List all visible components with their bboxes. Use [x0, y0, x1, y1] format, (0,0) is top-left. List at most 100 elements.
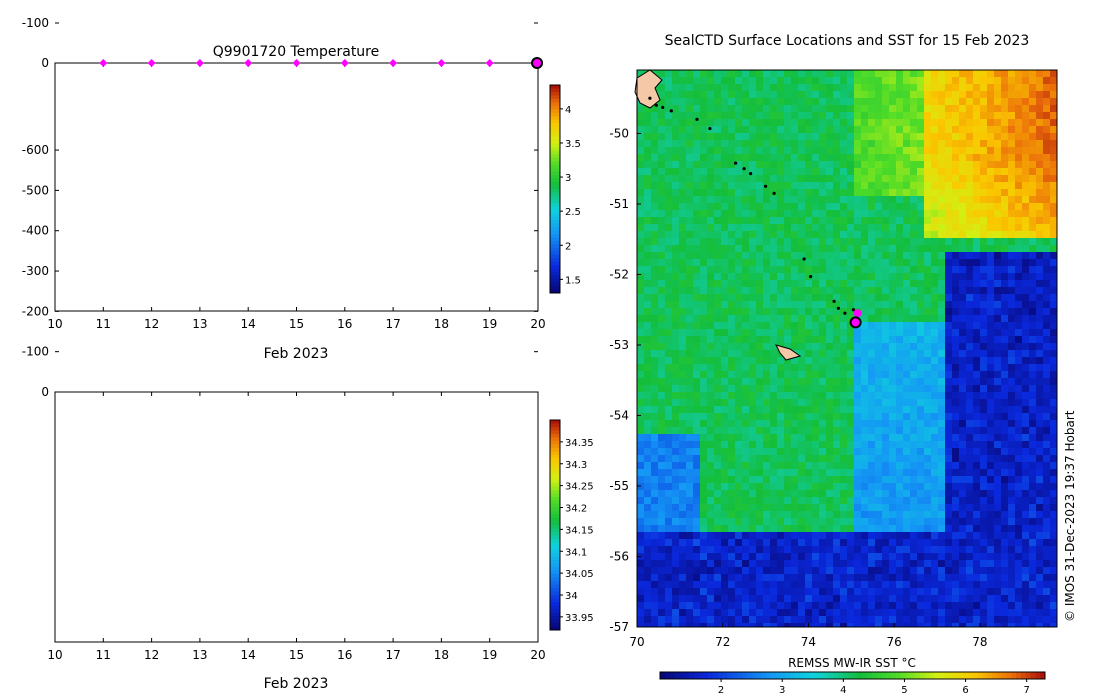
sst-cell — [987, 231, 994, 238]
sst-cell — [833, 427, 840, 434]
sst-cell — [721, 189, 728, 196]
sst-cell — [742, 329, 749, 336]
sst-cell — [805, 105, 812, 112]
colorbar-segment — [550, 598, 560, 603]
sst-cell — [903, 210, 910, 217]
sst-cell — [917, 245, 924, 252]
sst-cell — [658, 329, 665, 336]
sst-cell — [1008, 175, 1015, 182]
sst-cell — [735, 161, 742, 168]
sst-cell — [700, 98, 707, 105]
sst-cell — [707, 84, 714, 91]
sst-cell — [756, 126, 763, 133]
sst-cell — [805, 133, 812, 140]
sst-cell — [1008, 350, 1015, 357]
sst-cell — [903, 189, 910, 196]
sst-cell — [1050, 147, 1057, 154]
x-tick-label: 10 — [47, 317, 62, 331]
sst-cell — [679, 182, 686, 189]
sst-cell — [791, 84, 798, 91]
sst-cell — [651, 357, 658, 364]
sst-cell — [679, 336, 686, 343]
sst-cell — [1008, 273, 1015, 280]
sst-cell — [700, 350, 707, 357]
sst-cell — [882, 182, 889, 189]
sst-cell — [644, 399, 651, 406]
sst-cell — [742, 210, 749, 217]
sst-cell — [756, 287, 763, 294]
sst-cell — [819, 210, 826, 217]
sst-cell — [721, 427, 728, 434]
sst-cell — [875, 259, 882, 266]
sst-cell — [973, 266, 980, 273]
sst-cell — [1050, 385, 1057, 392]
sst-cell — [812, 406, 819, 413]
sst-cell — [1001, 266, 1008, 273]
sst-cell — [868, 259, 875, 266]
sst-cell — [742, 126, 749, 133]
sst-cell — [686, 413, 693, 420]
sst-cell — [672, 406, 679, 413]
sst-cell — [665, 231, 672, 238]
sst-cell — [896, 329, 903, 336]
colorbar-segment — [550, 479, 560, 484]
sst-cell — [987, 343, 994, 350]
sst-cell — [784, 217, 791, 224]
sst-cell — [875, 203, 882, 210]
sst-cell — [917, 420, 924, 427]
sst-cell — [903, 119, 910, 126]
colorbar-segment — [550, 563, 560, 568]
sst-cell — [700, 168, 707, 175]
sst-cell — [805, 406, 812, 413]
sst-cell — [693, 420, 700, 427]
sst-cell — [1029, 238, 1036, 245]
sst-cell — [966, 378, 973, 385]
sst-cell — [658, 175, 665, 182]
sst-cell — [798, 266, 805, 273]
sst-cell — [1029, 168, 1036, 175]
sst-cell — [763, 196, 770, 203]
sst-cell — [721, 273, 728, 280]
sst-cell — [819, 322, 826, 329]
sst-cell — [826, 350, 833, 357]
sst-cell — [749, 336, 756, 343]
sst-cell — [784, 322, 791, 329]
sst-cell — [910, 294, 917, 301]
sst-cell — [840, 196, 847, 203]
sst-cell — [735, 385, 742, 392]
sst-cell — [805, 112, 812, 119]
sst-cell — [637, 147, 644, 154]
sst-cell — [868, 301, 875, 308]
sst-cell — [805, 280, 812, 287]
sst-cell — [728, 315, 735, 322]
sst-cell — [679, 385, 686, 392]
sst-cell — [679, 91, 686, 98]
sst-cell — [1008, 329, 1015, 336]
sst-cell — [728, 98, 735, 105]
sst-cell — [805, 203, 812, 210]
sst-cell — [994, 259, 1001, 266]
sst-cell — [833, 196, 840, 203]
sst-cell — [875, 273, 882, 280]
sst-cell — [994, 203, 1001, 210]
colorbar-segment — [550, 244, 560, 249]
sst-cell — [847, 161, 854, 168]
sst-cell — [945, 273, 952, 280]
sst-cell — [777, 70, 784, 77]
sst-cell — [861, 126, 868, 133]
sst-cell — [1001, 98, 1008, 105]
sst-cell — [1015, 203, 1022, 210]
sst-cell — [735, 91, 742, 98]
sst-cell — [840, 98, 847, 105]
sst-cell — [938, 392, 945, 399]
sst-cell — [1036, 147, 1043, 154]
sst-cell — [994, 182, 1001, 189]
sst-cell — [896, 315, 903, 322]
sst-cell — [1043, 294, 1050, 301]
sst-cell — [980, 252, 987, 259]
sst-cell — [987, 294, 994, 301]
sst-cell — [980, 168, 987, 175]
sst-cell — [798, 427, 805, 434]
sst-cell — [714, 266, 721, 273]
sst-cell — [903, 329, 910, 336]
